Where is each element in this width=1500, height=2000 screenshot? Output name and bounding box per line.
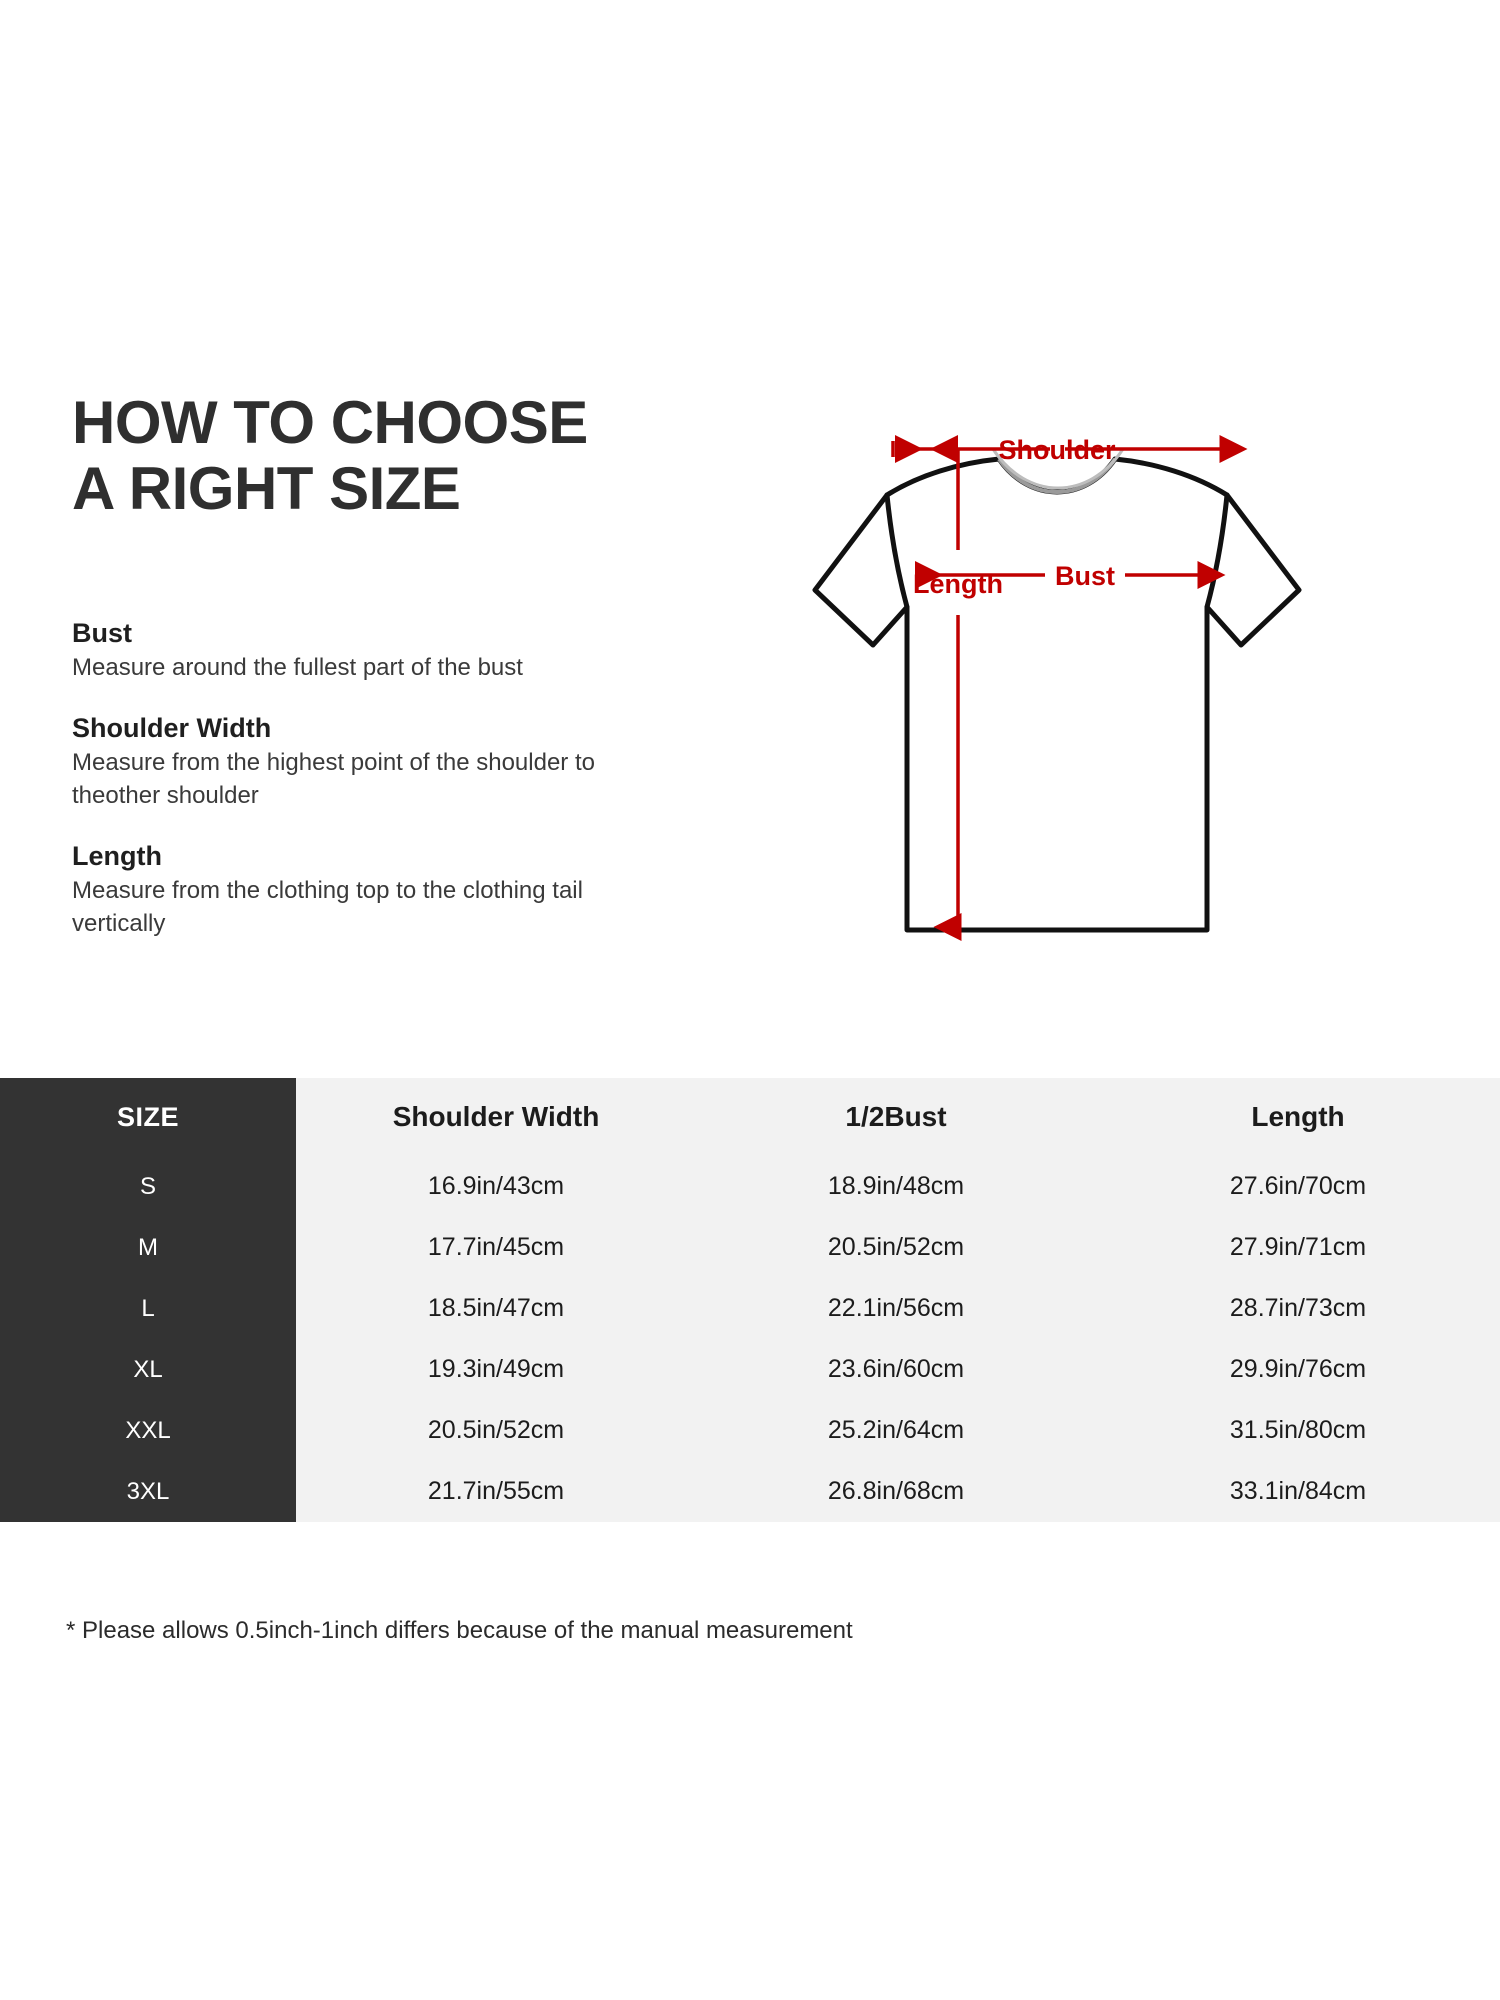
table-row: M 17.7in/45cm 20.5in/52cm 27.9in/71cm xyxy=(0,1217,1500,1278)
cell-size: 3XL xyxy=(0,1461,296,1522)
table-row: XL 19.3in/49cm 23.6in/60cm 29.9in/76cm xyxy=(0,1339,1500,1400)
cell-shoulder-width: 20.5in/52cm xyxy=(296,1400,696,1461)
definition-term: Bust xyxy=(72,618,132,648)
definition-term: Shoulder Width xyxy=(72,713,272,743)
page-title: HOW TO CHOOSE A RIGHT SIZE xyxy=(72,390,712,522)
definition-bust: Bust Measure around the fullest part of … xyxy=(72,615,692,684)
size-table-body: S 16.9in/43cm 18.9in/48cm 27.6in/70cm M … xyxy=(0,1156,1500,1522)
cell-shoulder-width: 21.7in/55cm xyxy=(296,1461,696,1522)
cell-shoulder-width: 18.5in/47cm xyxy=(296,1278,696,1339)
cell-shoulder-width: 17.7in/45cm xyxy=(296,1217,696,1278)
cell-size: M xyxy=(0,1217,296,1278)
tshirt-measurement-diagram: Shoulder Bust Length xyxy=(755,375,1395,1025)
cell-length: 27.6in/70cm xyxy=(1096,1156,1500,1217)
cell-length: 27.9in/71cm xyxy=(1096,1217,1500,1278)
table-row: 3XL 21.7in/55cm 26.8in/68cm 33.1in/84cm xyxy=(0,1461,1500,1522)
table-row: S 16.9in/43cm 18.9in/48cm 27.6in/70cm xyxy=(0,1156,1500,1217)
cell-half-bust: 18.9in/48cm xyxy=(696,1156,1096,1217)
column-header-size: SIZE xyxy=(0,1078,296,1156)
cell-length: 31.5in/80cm xyxy=(1096,1400,1500,1461)
table-header-row: SIZE Shoulder Width 1/2Bust Length xyxy=(0,1078,1500,1156)
definition-description: Measure from the clothing top to the clo… xyxy=(72,877,583,937)
page-title-line-2: A RIGHT SIZE xyxy=(72,455,461,522)
cell-length: 29.9in/76cm xyxy=(1096,1339,1500,1400)
cell-shoulder-width: 16.9in/43cm xyxy=(296,1156,696,1217)
page-title-line-1: HOW TO CHOOSE xyxy=(72,389,588,456)
column-header-shoulder-width: Shoulder Width xyxy=(296,1078,696,1156)
cell-half-bust: 20.5in/52cm xyxy=(696,1217,1096,1278)
definition-length: Length Measure from the clothing top to … xyxy=(72,838,692,940)
cell-size: XL xyxy=(0,1339,296,1400)
cell-size: S xyxy=(0,1156,296,1217)
cell-length: 28.7in/73cm xyxy=(1096,1278,1500,1339)
cell-size: XXL xyxy=(0,1400,296,1461)
cell-half-bust: 23.6in/60cm xyxy=(696,1339,1096,1400)
tshirt-outline-icon xyxy=(812,456,1302,933)
cell-half-bust: 25.2in/64cm xyxy=(696,1400,1096,1461)
definition-shoulder-width: Shoulder Width Measure from the highest … xyxy=(72,710,692,812)
size-table-container: SIZE Shoulder Width 1/2Bust Length S 16.… xyxy=(0,1078,1500,1544)
diagram-label-bust: Bust xyxy=(1055,561,1115,591)
neckline-outer-icon xyxy=(991,448,1125,490)
size-table: SIZE Shoulder Width 1/2Bust Length S 16.… xyxy=(0,1078,1500,1522)
definition-description: Measure from the highest point of the sh… xyxy=(72,749,595,809)
table-row: XXL 20.5in/52cm 25.2in/64cm 31.5in/80cm xyxy=(0,1400,1500,1461)
definition-term: Length xyxy=(72,841,162,871)
definition-description: Measure around the fullest part of the b… xyxy=(72,654,523,681)
column-header-length: Length xyxy=(1096,1078,1500,1156)
size-table-head: SIZE Shoulder Width 1/2Bust Length xyxy=(0,1078,1500,1156)
diagram-label-length: Length xyxy=(913,569,1003,599)
cell-half-bust: 22.1in/56cm xyxy=(696,1278,1096,1339)
cell-length: 33.1in/84cm xyxy=(1096,1461,1500,1522)
column-header-half-bust: 1/2Bust xyxy=(696,1078,1096,1156)
top-section: HOW TO CHOOSE A RIGHT SIZE Bust Measure … xyxy=(72,375,1395,1025)
cell-shoulder-width: 19.3in/49cm xyxy=(296,1339,696,1400)
table-row: L 18.5in/47cm 22.1in/56cm 28.7in/73cm xyxy=(0,1278,1500,1339)
cell-size: L xyxy=(0,1278,296,1339)
measurement-definitions: Bust Measure around the fullest part of … xyxy=(72,615,692,966)
measurement-tolerance-note: * Please allows 0.5inch-1inch differs be… xyxy=(66,1617,853,1644)
diagram-label-shoulder: Shoulder xyxy=(998,435,1115,465)
cell-half-bust: 26.8in/68cm xyxy=(696,1461,1096,1522)
